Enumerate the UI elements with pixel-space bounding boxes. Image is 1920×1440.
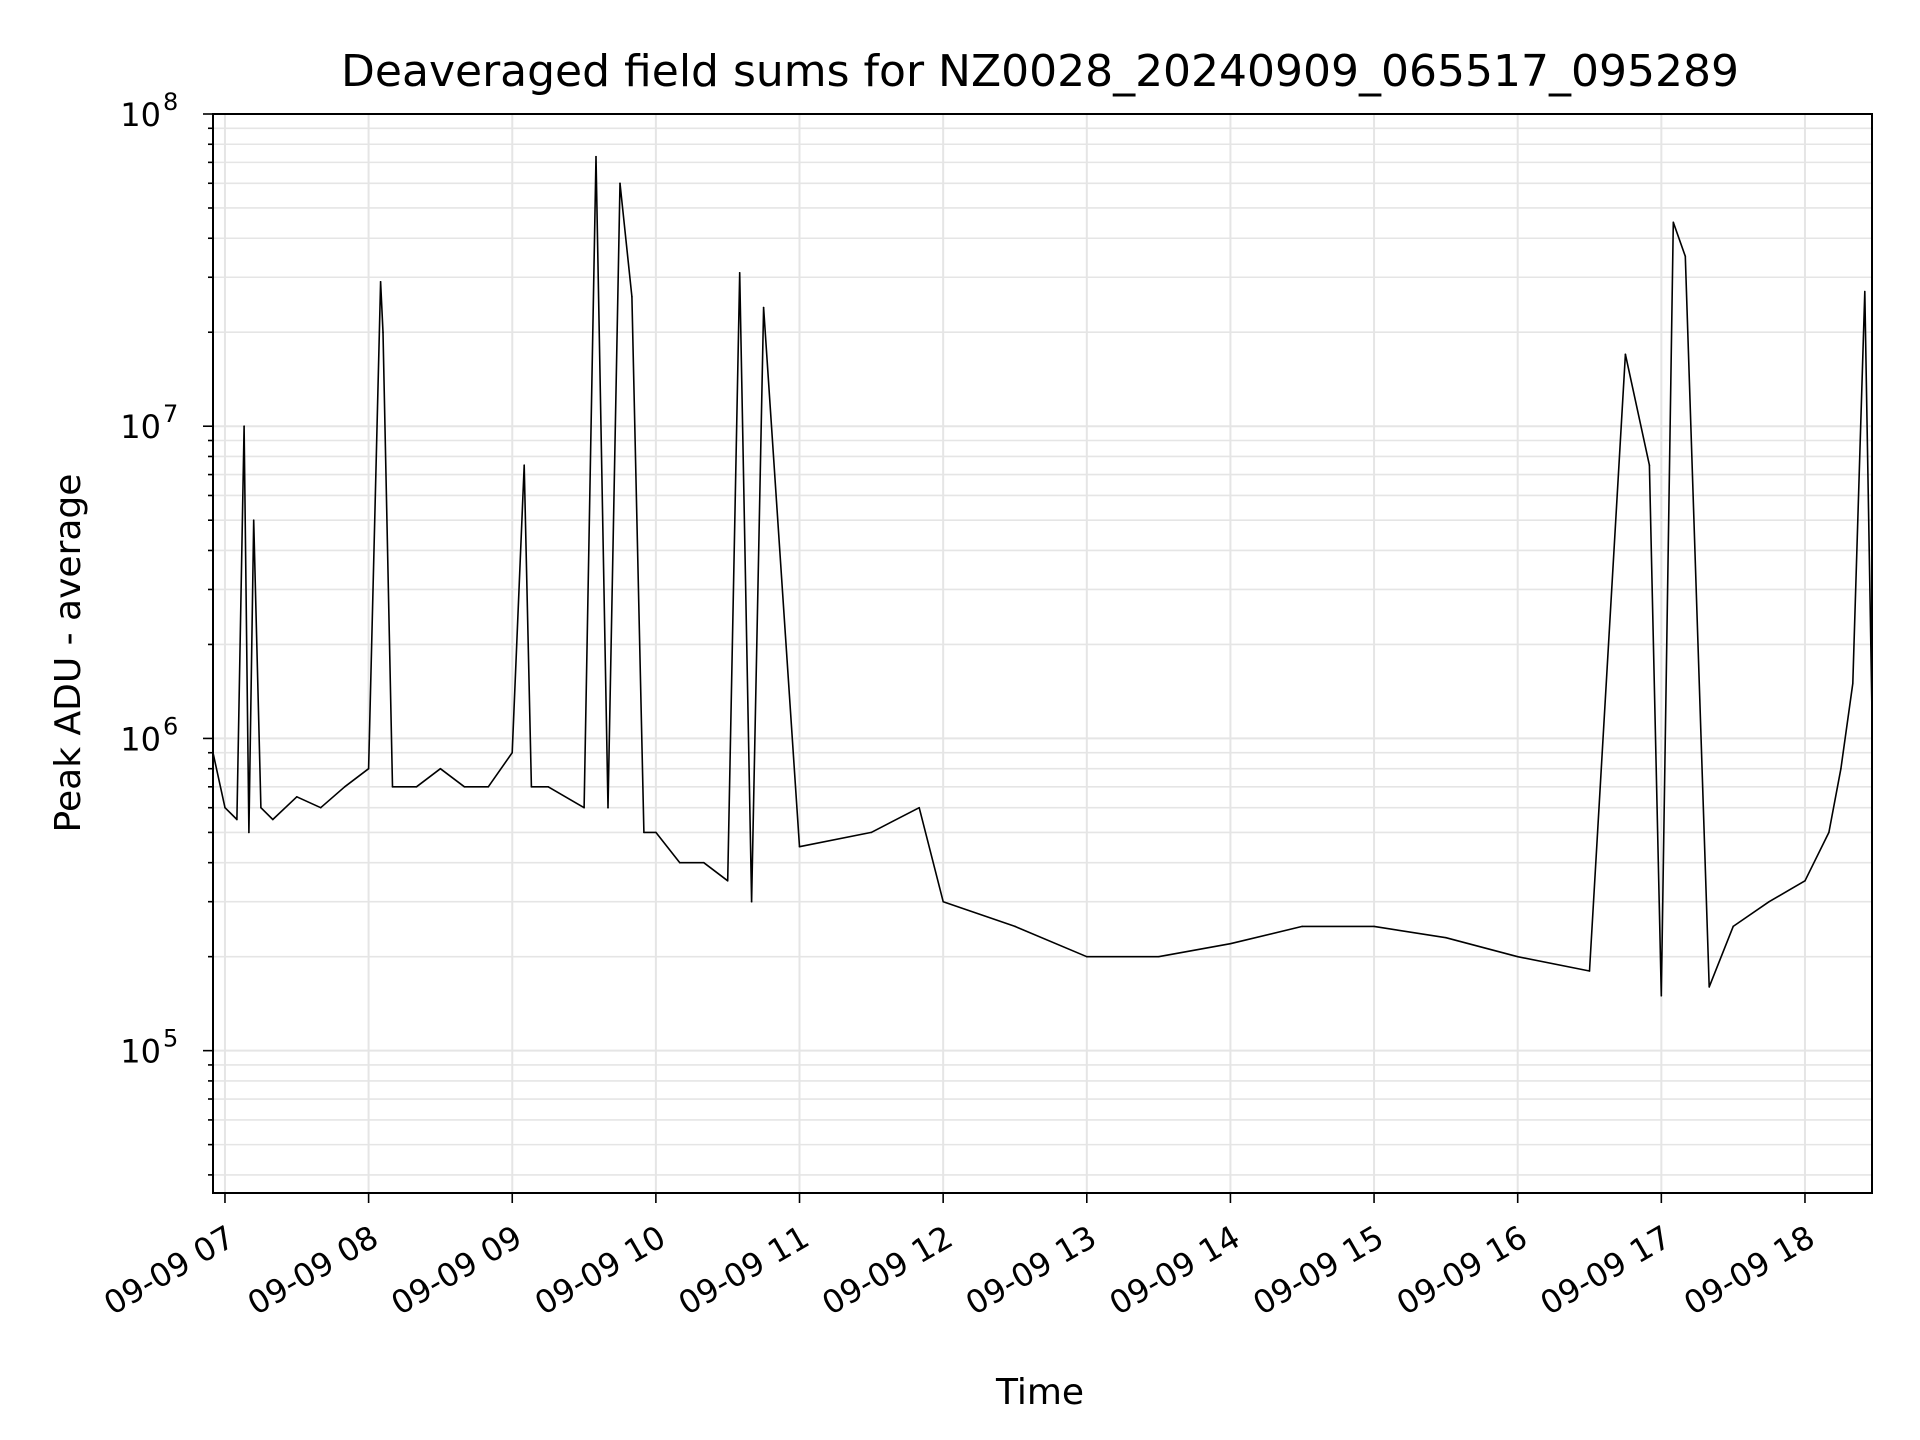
x-axis-label: Time bbox=[995, 1372, 1084, 1413]
data-point bbox=[319, 806, 322, 809]
data-point bbox=[511, 751, 513, 754]
data-point bbox=[415, 786, 418, 788]
data-point bbox=[243, 425, 245, 428]
data-point bbox=[379, 281, 382, 283]
plot-frame bbox=[212, 113, 1873, 1194]
chart-title: Deaveraged field sums for NZ0028_2024090… bbox=[341, 46, 1739, 97]
y-tick-exponent: 7 bbox=[163, 400, 178, 428]
data-point bbox=[463, 786, 466, 788]
y-tick-exponent: 6 bbox=[163, 712, 178, 740]
data-point bbox=[918, 806, 920, 809]
data-point bbox=[1229, 942, 1232, 945]
data-point bbox=[1445, 936, 1447, 939]
data-point bbox=[367, 767, 370, 770]
data-point bbox=[1014, 925, 1016, 928]
data-point bbox=[726, 880, 729, 882]
y-tick-label: 10 bbox=[120, 720, 161, 758]
data-point bbox=[1086, 955, 1088, 958]
data-point bbox=[631, 295, 633, 298]
data-point bbox=[439, 767, 442, 770]
data-point bbox=[487, 786, 490, 788]
data-point bbox=[679, 861, 681, 864]
data-point bbox=[1840, 767, 1842, 770]
data-point bbox=[655, 831, 657, 834]
data-point bbox=[1852, 682, 1854, 685]
data-point bbox=[248, 831, 250, 834]
data-point bbox=[762, 306, 765, 309]
data-point bbox=[750, 900, 753, 903]
data-point bbox=[643, 831, 645, 834]
data-point bbox=[252, 519, 255, 521]
y-tick-label: 10 bbox=[120, 1033, 161, 1071]
data-point bbox=[798, 845, 801, 848]
y-tick-exponent: 5 bbox=[163, 1025, 178, 1053]
data-point bbox=[738, 272, 741, 274]
data-point bbox=[1732, 925, 1734, 928]
y-tick-label: 10 bbox=[120, 96, 161, 134]
data-point bbox=[530, 786, 533, 788]
data-point bbox=[1624, 353, 1627, 356]
data-point bbox=[1768, 900, 1770, 903]
data-point bbox=[870, 831, 873, 834]
data-point bbox=[1708, 986, 1710, 988]
data-point bbox=[595, 155, 597, 158]
data-point bbox=[619, 182, 621, 185]
data-point bbox=[942, 900, 944, 903]
data-point bbox=[382, 331, 384, 334]
y-tick-exponent: 8 bbox=[163, 88, 178, 116]
data-point bbox=[1516, 955, 1519, 958]
data-point bbox=[296, 796, 298, 798]
data-point bbox=[703, 861, 705, 864]
data-point bbox=[547, 786, 549, 788]
grid bbox=[213, 113, 1872, 1193]
data-point bbox=[1588, 970, 1591, 972]
data-point bbox=[607, 806, 609, 809]
data-point bbox=[1672, 221, 1675, 224]
plot-area bbox=[212, 155, 1873, 997]
data-point bbox=[1660, 994, 1663, 997]
data-point bbox=[343, 786, 346, 788]
data-point bbox=[272, 818, 274, 821]
y-axis-label: Peak ADU - average bbox=[48, 474, 89, 833]
data-point bbox=[1157, 955, 1160, 958]
data-point bbox=[1684, 255, 1687, 258]
data-point bbox=[236, 818, 238, 821]
data-point bbox=[260, 806, 262, 809]
data-point bbox=[1301, 925, 1303, 928]
data-point bbox=[583, 806, 585, 809]
data-point bbox=[1804, 880, 1806, 882]
data-point bbox=[523, 464, 525, 467]
data-point bbox=[1828, 831, 1830, 834]
data-point bbox=[224, 806, 226, 809]
data-point bbox=[1864, 290, 1866, 293]
data-point bbox=[1648, 464, 1651, 467]
data-point bbox=[391, 786, 394, 788]
y-tick-label: 10 bbox=[120, 408, 161, 446]
data-point bbox=[1373, 925, 1375, 928]
